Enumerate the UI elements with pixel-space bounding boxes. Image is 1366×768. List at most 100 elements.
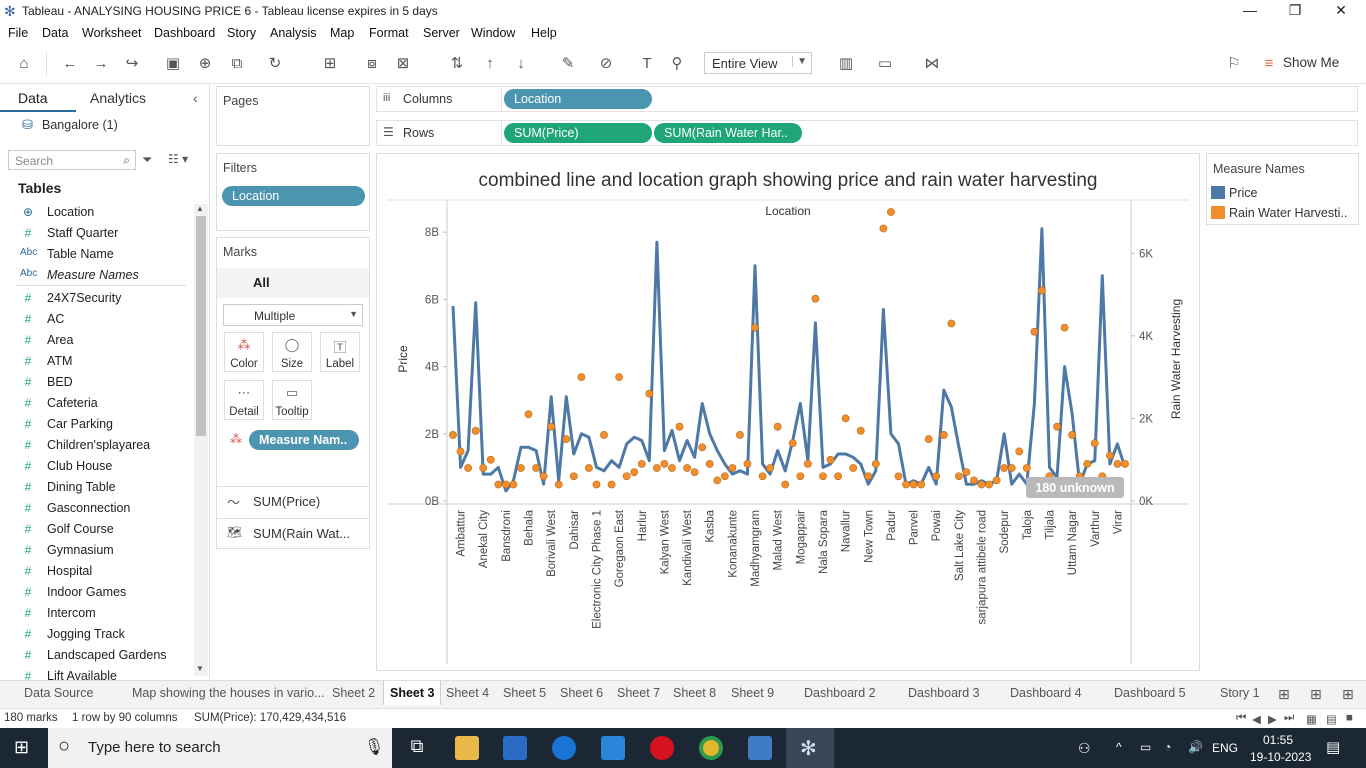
view-options-icon[interactable]: ☷ ▾ — [168, 152, 189, 166]
field-landscaped-gardens[interactable]: # Landscaped Gardens — [0, 645, 190, 666]
menu-server[interactable]: Server — [423, 26, 460, 40]
legend-label-rain[interactable]: Rain Water Harvesti.. — [1229, 206, 1348, 220]
scroll-down-icon[interactable]: ▼ — [196, 664, 204, 673]
paint-icon[interactable]: ⚐ — [1227, 55, 1241, 72]
collapse-icon[interactable]: ‹ — [193, 90, 198, 106]
clock-time[interactable]: 01:55 — [1263, 733, 1294, 747]
new-datasource-tab-icon[interactable]: ⊞ — [1278, 686, 1290, 702]
nav-prev-icon[interactable]: ◀ — [1252, 714, 1261, 726]
field-bed[interactable]: # BED — [0, 372, 190, 393]
menu-map[interactable]: Map — [330, 26, 355, 40]
sheet-tab-dashboard-3[interactable]: Dashboard 3 — [908, 686, 980, 700]
task-view-icon[interactable]: ⧉ — [410, 736, 424, 756]
refresh-icon[interactable]: ↻ — [268, 55, 282, 72]
nav-last-icon[interactable]: ⏭ — [1284, 712, 1295, 724]
filmstrip-icon[interactable]: ▤ — [1326, 714, 1337, 726]
clear-sheet-icon[interactable]: ⊠ — [396, 55, 410, 72]
label-button[interactable]: 🅃 Label — [320, 332, 360, 372]
filters-card[interactable]: Filters Location — [216, 153, 370, 231]
sheet-tab-sheet-9[interactable]: Sheet 9 — [731, 686, 775, 700]
opera-icon[interactable] — [650, 736, 674, 760]
chrome-icon[interactable] — [699, 736, 723, 760]
tab-data[interactable]: Data — [18, 90, 48, 106]
list-view-icon[interactable]: ■ — [1346, 712, 1353, 724]
nav-next-icon[interactable]: ▶ — [1268, 714, 1277, 726]
detail-button[interactable]: ⋯ Detail — [224, 380, 264, 420]
field-golf-course[interactable]: # Golf Course — [0, 519, 190, 540]
measure-names-pill[interactable]: Measure Nam.. — [249, 430, 359, 450]
sheet-tab-map-showing-the-houses-in-vario[interactable]: Map showing the houses in vario... — [132, 686, 325, 700]
replay-icon[interactable]: ↪ — [125, 55, 139, 72]
new-story-tab-icon[interactable]: ⊞ — [1342, 686, 1354, 702]
pages-card[interactable]: Pages — [216, 86, 370, 146]
field-measure-names[interactable]: Abc Measure Names — [0, 265, 190, 286]
edge-icon[interactable] — [552, 736, 576, 760]
rows-shelf[interactable]: ☰ Rows SUM(Price) SUM(Rain Water Har.. — [376, 120, 1358, 146]
windows-start-icon[interactable]: ⊞ — [14, 737, 30, 757]
close-icon[interactable]: ✕ — [1335, 2, 1347, 18]
tooltip-button[interactable]: ▭ Tooltip — [272, 380, 312, 420]
tableau-taskbar-item[interactable]: ✻ — [786, 728, 834, 768]
marks-card-price[interactable]: SUM(Price) — [253, 494, 321, 509]
datasource-name[interactable]: Bangalore (1) — [42, 118, 118, 132]
menu-help[interactable]: Help — [531, 26, 557, 40]
sheet-tab-sheet-5[interactable]: Sheet 5 — [503, 686, 547, 700]
group-icon[interactable]: ⊘ — [599, 55, 613, 72]
microphone-icon[interactable]: 🎙 — [364, 739, 385, 756]
sheet-tab-sheet-3[interactable]: Sheet 3 — [383, 681, 442, 705]
scrollbar-thumb[interactable] — [196, 216, 206, 436]
search-field[interactable]: Search ⌕ — [8, 150, 136, 170]
battery-icon[interactable]: ▭ — [1140, 740, 1152, 754]
field-club-house[interactable]: # Club House — [0, 456, 190, 477]
sheet-tab-dashboard-4[interactable]: Dashboard 4 — [1010, 686, 1082, 700]
size-button[interactable]: ◯ Size — [272, 332, 312, 372]
clock-date[interactable]: 19-10-2023 — [1250, 750, 1312, 764]
mail-icon[interactable] — [601, 736, 625, 760]
language-indicator[interactable]: ENG — [1212, 741, 1239, 755]
sheet-tab-story-1[interactable]: Story 1 — [1220, 686, 1260, 700]
field-intercom[interactable]: # Intercom — [0, 603, 190, 624]
field-cafeteria[interactable]: # Cafeteria — [0, 393, 190, 414]
new-dashboard-tab-icon[interactable]: ⊞ — [1310, 686, 1322, 702]
field-ac[interactable]: # AC — [0, 309, 190, 330]
filter-icon[interactable]: ⏷ — [142, 152, 153, 167]
field-table-name[interactable]: Abc Table Name — [0, 244, 190, 265]
redo-icon[interactable]: → — [93, 55, 109, 72]
field-car-parking[interactable]: # Car Parking — [0, 414, 190, 435]
menu-story[interactable]: Story — [227, 26, 257, 40]
save-icon[interactable]: ▣ — [165, 55, 181, 72]
highlight-icon[interactable]: ✎ — [561, 55, 575, 72]
field-gymnasium[interactable]: # Gymnasium — [0, 540, 190, 561]
volume-icon[interactable]: 🔊 — [1188, 740, 1203, 754]
show-cards-icon[interactable]: ▥ — [838, 55, 854, 72]
nav-first-icon[interactable]: ⏮ — [1236, 712, 1247, 724]
tab-analytics[interactable]: Analytics — [90, 90, 147, 106]
new-datasource-icon[interactable]: ⊕ — [198, 55, 212, 72]
show-me-label[interactable]: Show Me — [1283, 55, 1340, 70]
columns-shelf[interactable]: iii Columns Location — [376, 86, 1358, 112]
sheet-tab-data-source[interactable]: Data Source — [24, 686, 94, 700]
sheet-tab-sheet-6[interactable]: Sheet 6 — [560, 686, 604, 700]
menu-analysis[interactable]: Analysis — [270, 26, 317, 40]
sheet-tab-sheet-7[interactable]: Sheet 7 — [617, 686, 661, 700]
sheet-tab-sheet-4[interactable]: Sheet 4 — [446, 686, 490, 700]
restore-icon[interactable]: ❐ — [1288, 2, 1302, 18]
field-dining-table[interactable]: # Dining Table — [0, 477, 190, 498]
menu-format[interactable]: Format — [369, 26, 409, 40]
swap-icon[interactable]: ⇅ — [450, 55, 464, 72]
sort-descending-icon[interactable]: ↓ — [517, 55, 525, 72]
scroll-up-icon[interactable]: ▲ — [196, 204, 204, 213]
duplicate-sheet-icon[interactable]: ⧇ — [367, 55, 377, 72]
pin-icon[interactable]: ⚲ — [671, 55, 683, 72]
mark-type-dropdown[interactable]: Multiple ▼ — [223, 304, 363, 326]
sheet-tab-dashboard-5[interactable]: Dashboard 5 — [1114, 686, 1186, 700]
fit-dropdown[interactable]: Entire View ▼ — [704, 52, 812, 74]
columns-location-pill[interactable]: Location — [504, 89, 652, 109]
field-staff-quarter[interactable]: # Staff Quarter — [0, 223, 190, 244]
marks-all-tab[interactable]: All — [217, 268, 369, 298]
menu-data[interactable]: Data — [42, 26, 69, 40]
field-lift-available[interactable]: # Lift Available — [0, 666, 190, 687]
field-atm[interactable]: # ATM — [0, 351, 190, 372]
taskbar-search[interactable]: ○ Type here to search 🎙 — [48, 728, 392, 768]
legend-label-price[interactable]: Price — [1229, 186, 1258, 200]
